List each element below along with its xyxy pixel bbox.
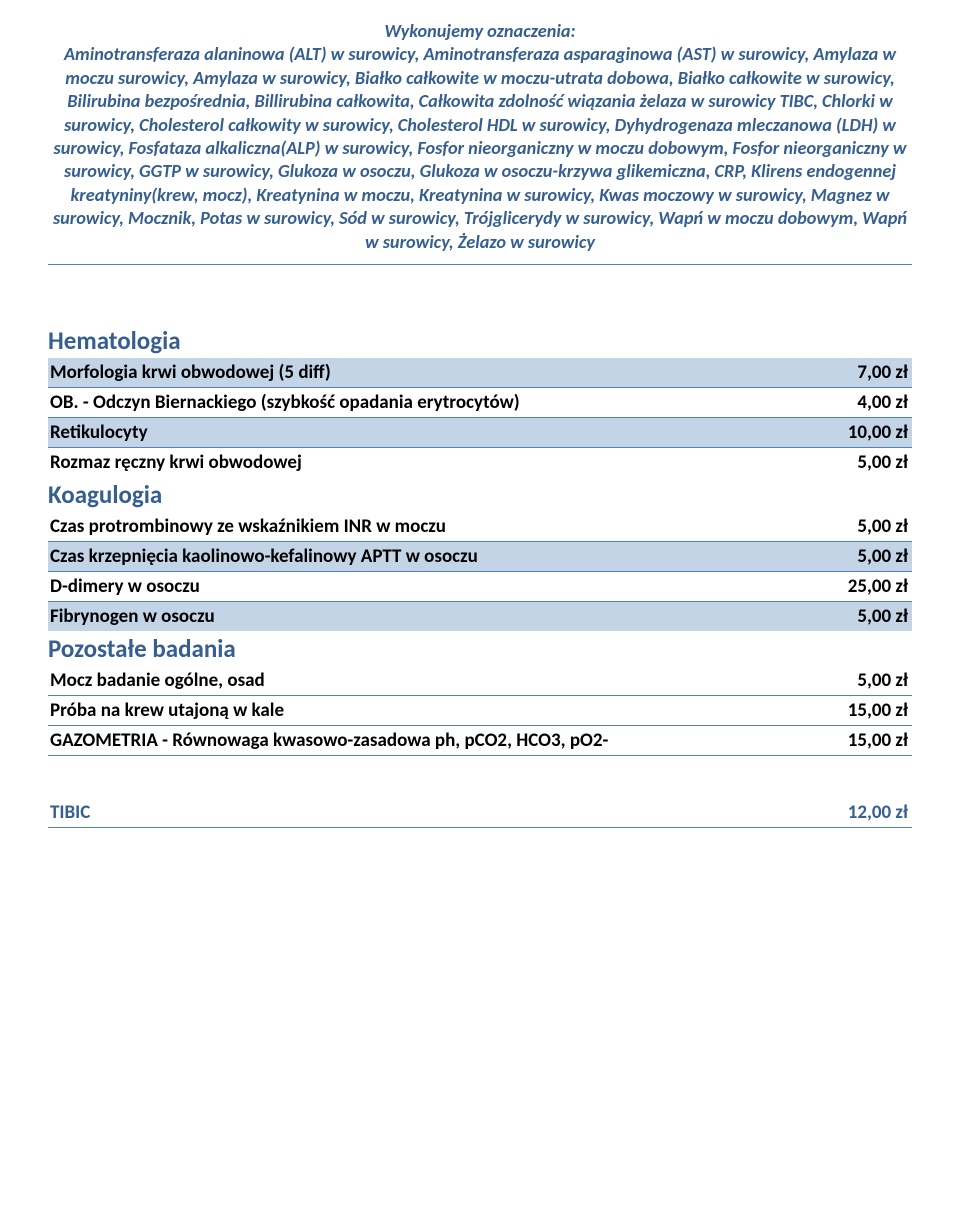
- table-row: Próba na krew utajoną w kale 15,00 zł: [48, 696, 912, 726]
- table-row: Mocz badanie ogólne, osad 5,00 zł: [48, 666, 912, 696]
- section-title-hematologia: Hematologia: [48, 319, 912, 358]
- section-title-koagulogia: Koagulogia: [48, 477, 912, 512]
- intro-block: Wykonujemy oznaczenia: Aminotransferaza …: [48, 20, 912, 265]
- row-price: 15,00 zł: [848, 729, 908, 752]
- tibic-row: TIBIC 12,00 zł: [48, 798, 912, 828]
- row-label: Retikulocyty: [50, 421, 848, 444]
- table-row: Rozmaz ręczny krwi obwodowej 5,00 zł: [48, 448, 912, 477]
- row-price: 25,00 zł: [848, 575, 908, 598]
- row-label: Morfologia krwi obwodowej (5 diff): [50, 361, 857, 384]
- table-row: OB. - Odczyn Biernackiego (szybkość opad…: [48, 388, 912, 418]
- row-price: 5,00 zł: [857, 669, 908, 692]
- spacer: [48, 756, 912, 798]
- table-row: Czas krzepnięcia kaolinowo-kefalinowy AP…: [48, 542, 912, 572]
- table-row: Retikulocyty 10,00 zł: [48, 418, 912, 448]
- row-label: OB. - Odczyn Biernackiego (szybkość opad…: [50, 391, 857, 414]
- table-row: Morfologia krwi obwodowej (5 diff) 7,00 …: [48, 358, 912, 388]
- intro-title: Wykonujemy oznaczenia:: [52, 20, 908, 43]
- row-label: Czas krzepnięcia kaolinowo-kefalinowy AP…: [50, 545, 857, 568]
- row-price: 15,00 zł: [848, 699, 908, 722]
- table-row: Fibrynogen w osoczu 5,00 zł: [48, 602, 912, 631]
- row-label: Czas protrombinowy ze wskaźnikiem INR w …: [50, 515, 857, 538]
- row-label: Mocz badanie ogólne, osad: [50, 669, 857, 692]
- table-row: GAZOMETRIA - Równowaga kwasowo-zasadowa …: [48, 726, 912, 756]
- table-row: D-dimery w osoczu 25,00 zł: [48, 572, 912, 602]
- row-price: 5,00 zł: [857, 515, 908, 538]
- row-label: GAZOMETRIA - Równowaga kwasowo-zasadowa …: [50, 729, 848, 752]
- row-price: 4,00 zł: [857, 391, 908, 414]
- tibic-price: 12,00 zł: [848, 801, 908, 824]
- row-price: 10,00 zł: [848, 421, 908, 444]
- page: Wykonujemy oznaczenia: Aminotransferaza …: [0, 0, 960, 868]
- row-price: 5,00 zł: [857, 451, 908, 474]
- row-label: Próba na krew utajoną w kale: [50, 699, 848, 722]
- intro-body: Aminotransferaza alaninowa (ALT) w surow…: [52, 43, 908, 254]
- row-label: Fibrynogen w osoczu: [50, 605, 857, 628]
- row-price: 5,00 zł: [857, 605, 908, 628]
- row-label: D-dimery w osoczu: [50, 575, 848, 598]
- spacer: [48, 265, 912, 319]
- tibic-label: TIBIC: [50, 801, 90, 824]
- table-row: Czas protrombinowy ze wskaźnikiem INR w …: [48, 512, 912, 542]
- row-label: Rozmaz ręczny krwi obwodowej: [50, 451, 857, 474]
- row-price: 5,00 zł: [857, 545, 908, 568]
- row-price: 7,00 zł: [857, 361, 908, 384]
- section-title-pozostale: Pozostałe badania: [48, 631, 912, 666]
